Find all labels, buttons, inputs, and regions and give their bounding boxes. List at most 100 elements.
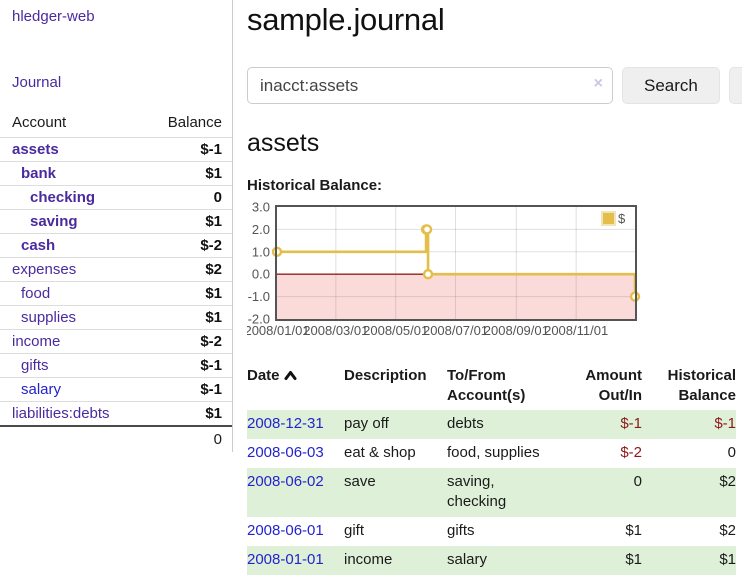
col-description-label: Description (344, 367, 427, 384)
help-button[interactable]: ? (728, 67, 742, 104)
sidebar-account-link[interactable]: gifts (21, 357, 49, 374)
legend-label: $ (618, 211, 626, 226)
sidebar-account-link[interactable]: checking (30, 189, 96, 206)
y-tick-label: 1.0 (252, 244, 270, 259)
sidebar-item-journal[interactable]: Journal (12, 74, 62, 91)
register-description-cell: pay off (344, 414, 389, 432)
y-tick-label: 0.0 (252, 267, 270, 282)
sort-ascending-icon (284, 367, 297, 387)
account-name-cell: liabilities:debts (0, 402, 146, 427)
account-name-cell: checking (0, 186, 146, 210)
legend-swatch (601, 211, 616, 226)
account-name-cell: salary (0, 378, 146, 402)
register-accounts-cell: food, supplies (447, 443, 540, 461)
sidebar-account-balance: $1 (205, 165, 222, 182)
register-description-cell: save (344, 472, 376, 490)
transaction-date-link[interactable]: 2008-06-02 (247, 472, 324, 490)
x-tick-label: 2008/11/01 (544, 323, 608, 338)
register-description-cell: eat & shop (344, 443, 416, 461)
register-amount-cell: $1 (625, 550, 642, 568)
sidebar-account-link[interactable]: bank (21, 165, 57, 182)
accounts-tree-table: Account Balance assets $-1 bank $1 checking 0… (0, 111, 232, 452)
register-date-cell: 2008-06-01 (247, 517, 344, 546)
account-name-cell: food (0, 282, 146, 306)
col-balance: Historical Balance (642, 364, 736, 410)
account-row: supplies $1 (0, 305, 232, 330)
search-button[interactable]: Search (622, 67, 720, 104)
sidebar-account-link[interactable]: supplies (21, 309, 77, 326)
y-tick-label: -1.0 (248, 289, 270, 304)
sidebar-account-link[interactable]: income (12, 333, 61, 350)
account-name-cell: assets (0, 138, 146, 162)
sidebar-account-balance: 0 (213, 189, 222, 206)
transaction-date-link[interactable]: 2008-12-31 (247, 414, 324, 432)
register-date-cell: 2008-06-02 (247, 468, 344, 517)
sidebar-account-link[interactable]: saving (30, 213, 78, 230)
accounts-col-balance: Balance (167, 114, 222, 131)
main-content: sample.journal × Search ? assets Histori… (247, 0, 742, 575)
sidebar-account-link[interactable]: expenses (12, 261, 77, 278)
col-accounts-label-2: Account(s) (447, 386, 526, 404)
register-accounts-cell: gifts (447, 521, 475, 539)
sidebar-account-balance: $1 (205, 213, 222, 230)
data-point-marker (422, 268, 434, 280)
col-amount-label-1: Amount (585, 367, 642, 384)
page-title: sample.journal (247, 2, 445, 37)
sidebar-account-balance: $-2 (200, 333, 222, 350)
sidebar-account-balance: $-1 (200, 381, 222, 398)
y-tick-label: 3.0 (252, 202, 270, 215)
transaction-date-link[interactable]: 2008-01-01 (247, 550, 324, 568)
x-tick-label: 2008/09/01 (484, 323, 549, 338)
transaction-date-link[interactable]: 2008-06-03 (247, 443, 324, 461)
clear-search-icon[interactable]: × (593, 75, 603, 92)
account-row: cash $-2 (0, 233, 232, 258)
sidebar-account-link[interactable]: food (21, 285, 51, 302)
sidebar-account-balance: $-1 (200, 141, 222, 158)
account-heading: assets (247, 129, 320, 157)
col-amount-label-2: Out/In (598, 386, 642, 404)
search-form: × Search ? (247, 67, 742, 104)
account-row: bank $1 (0, 161, 232, 186)
sidebar-account-link[interactable]: cash (21, 237, 56, 254)
chart-svg: 3.0 2.0 1.0 0.0 -1.0 -2.02008/01/012008/03/01… (247, 202, 641, 338)
brand-link[interactable]: hledger-web (12, 8, 95, 25)
x-tick-label: 2008/05/01 (363, 323, 428, 338)
account-row: gifts $-1 (0, 353, 232, 378)
col-date[interactable]: Date (247, 364, 344, 410)
account-name-cell: gifts (0, 354, 146, 378)
register-row: 2008-06-02 save saving, checking 0 $2 (247, 467, 736, 517)
y-tick-label: 2.0 (252, 222, 270, 237)
register-balance-cell: $1 (719, 550, 736, 568)
register-header-row: Date Description To/From Account(s) Amou… (247, 364, 736, 410)
register-date-cell: 2008-01-01 (247, 546, 344, 575)
register-row: 2008-01-01 income salary $1 $1 (247, 545, 736, 575)
register-date-cell: 2008-06-03 (247, 439, 344, 468)
sidebar: hledger-web Journal Account Balance asse… (0, 0, 233, 452)
col-balance-label-2: Balance (678, 386, 736, 404)
sidebar-account-link[interactable]: assets (12, 141, 59, 158)
account-name-cell: supplies (0, 306, 146, 330)
sidebar-account-balance: $-1 (200, 357, 222, 374)
account-name-cell: expenses (0, 258, 146, 282)
sidebar-account-link[interactable]: salary (21, 381, 62, 398)
register-amount-cell: $-1 (620, 414, 642, 432)
col-description: Description (344, 364, 447, 410)
accounts-total-value: 0 (213, 431, 222, 448)
register-balance-cell: 0 (727, 443, 736, 461)
sidebar-account-balance: $1 (205, 285, 222, 302)
x-tick-label: 2008/03/01 (303, 323, 368, 338)
register-balance-cell: $-1 (714, 414, 736, 432)
sidebar-account-link[interactable]: liabilities:debts (12, 405, 110, 422)
col-date-label: Date (247, 367, 280, 384)
x-tick-label: 2008/07/01 (423, 323, 488, 338)
transaction-date-link[interactable]: 2008-06-01 (247, 521, 324, 539)
x-tick-label: 2008/01/01 (247, 323, 310, 338)
account-row: liabilities:debts $1 (0, 401, 232, 427)
register-amount-cell: $1 (625, 521, 642, 539)
search-input[interactable] (247, 67, 613, 104)
account-row: expenses $2 (0, 257, 232, 282)
sidebar-account-balance: $-2 (200, 237, 222, 254)
account-name-cell: bank (0, 162, 146, 186)
register-accounts-cell: salary (447, 550, 488, 568)
